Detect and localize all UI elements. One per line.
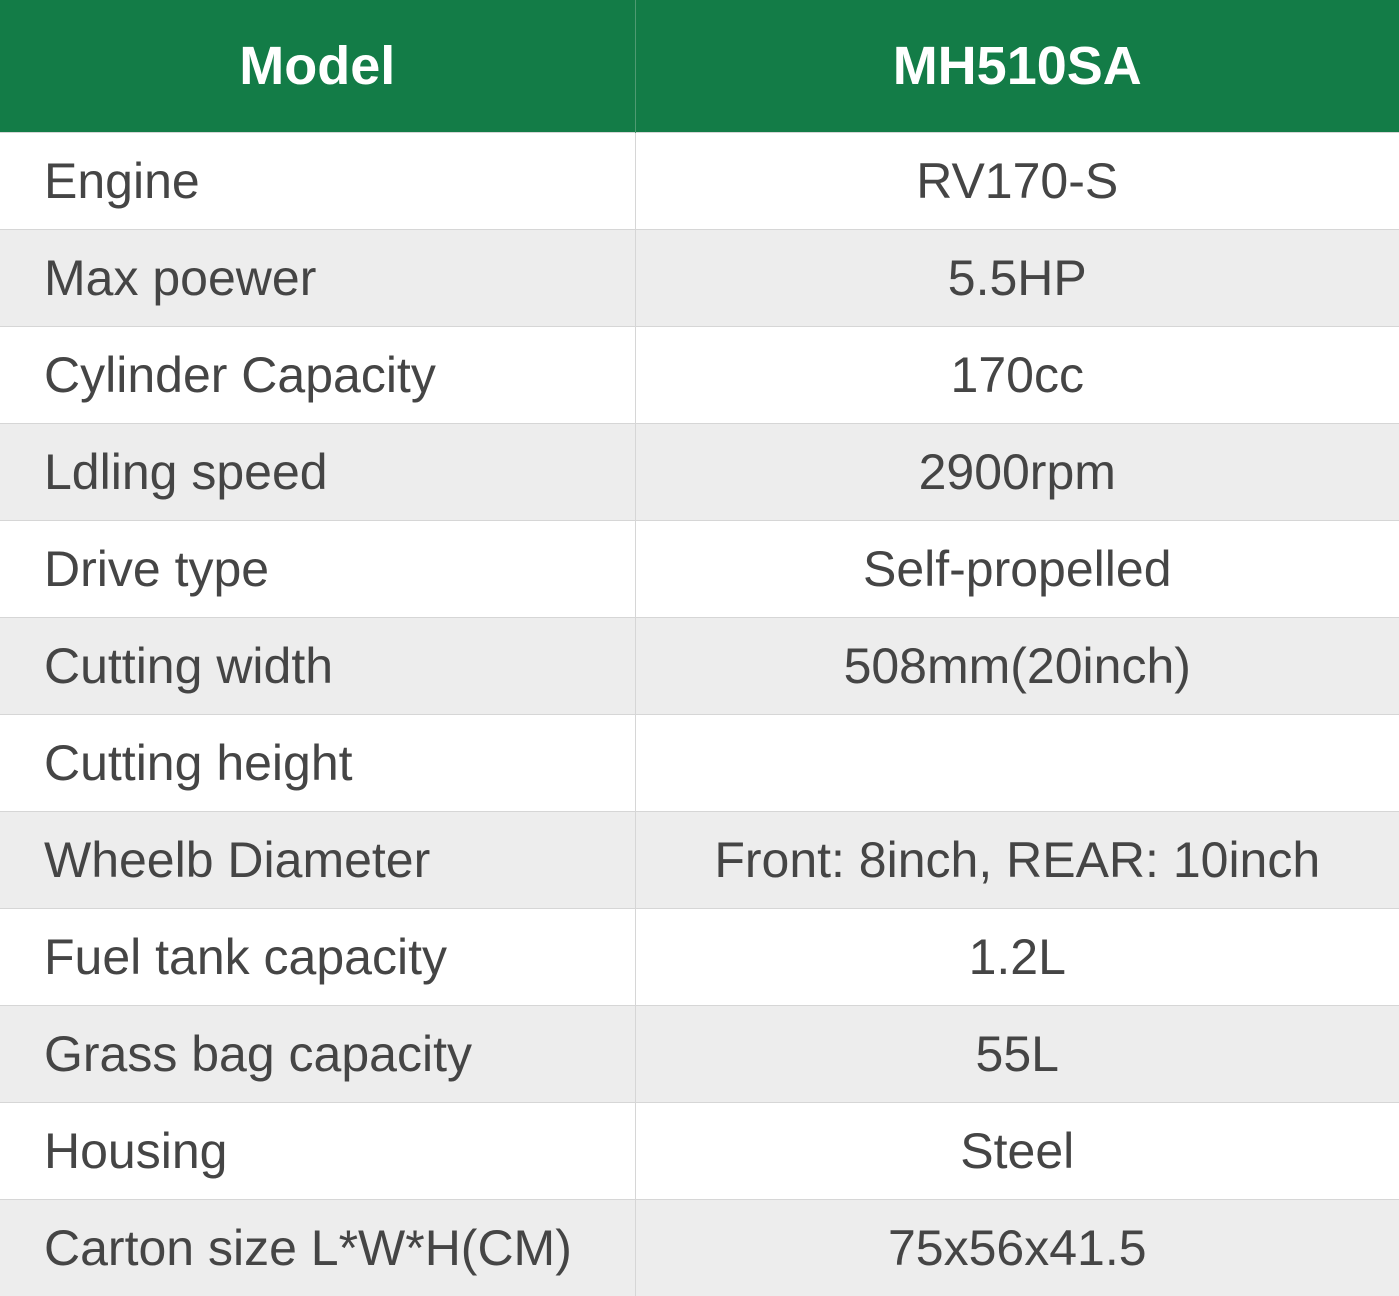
spec-value: [635, 714, 1399, 812]
spec-label: Grass bag capacity: [0, 1005, 636, 1103]
spec-label: Housing: [0, 1102, 636, 1200]
table-row: Ldling speed 2900rpm: [0, 423, 1399, 521]
spec-value: 2900rpm: [635, 423, 1399, 521]
spec-label: Carton size L*W*H(CM): [0, 1199, 636, 1296]
table-row: Cutting width 508mm(20inch): [0, 617, 1399, 715]
spec-label: Ldling speed: [0, 423, 636, 521]
header-model-number: MH510SA: [635, 0, 1399, 133]
spec-label: Max poewer: [0, 229, 636, 327]
table-row: Fuel tank capacity 1.2L: [0, 908, 1399, 1006]
spec-label: Cutting width: [0, 617, 636, 715]
spec-label: Cylinder Capacity: [0, 326, 636, 424]
spec-label: Engine: [0, 132, 636, 230]
spec-value: Front: 8inch, REAR: 10inch: [635, 811, 1399, 909]
table-row: Engine RV170-S: [0, 132, 1399, 230]
spec-label: Cutting height: [0, 714, 636, 812]
table-row: Housing Steel: [0, 1102, 1399, 1200]
spec-value: 1.2L: [635, 908, 1399, 1006]
table-row: Grass bag capacity 55L: [0, 1005, 1399, 1103]
spec-value: 508mm(20inch): [635, 617, 1399, 715]
table-row: Cylinder Capacity 170cc: [0, 326, 1399, 424]
table-row: Wheelb Diameter Front: 8inch, REAR: 10inc…: [0, 811, 1399, 909]
header-model: Model: [0, 0, 636, 133]
spec-value: 170cc: [635, 326, 1399, 424]
table-row: Max poewer 5.5HP: [0, 229, 1399, 327]
spec-label: Wheelb Diameter: [0, 811, 636, 909]
spec-label: Drive type: [0, 520, 636, 618]
spec-value: Self-propelled: [635, 520, 1399, 618]
spec-value: 5.5HP: [635, 229, 1399, 327]
table-row: Drive type Self-propelled: [0, 520, 1399, 618]
spec-value: RV170-S: [635, 132, 1399, 230]
table-row: Carton size L*W*H(CM) 75x56x41.5: [0, 1199, 1399, 1296]
spec-label: Fuel tank capacity: [0, 908, 636, 1006]
spec-value: Steel: [635, 1102, 1399, 1200]
spec-value: 75x56x41.5: [635, 1199, 1399, 1296]
spec-value: 55L: [635, 1005, 1399, 1103]
header-row: Model MH510SA: [0, 0, 1399, 133]
table-row: Cutting height: [0, 714, 1399, 812]
